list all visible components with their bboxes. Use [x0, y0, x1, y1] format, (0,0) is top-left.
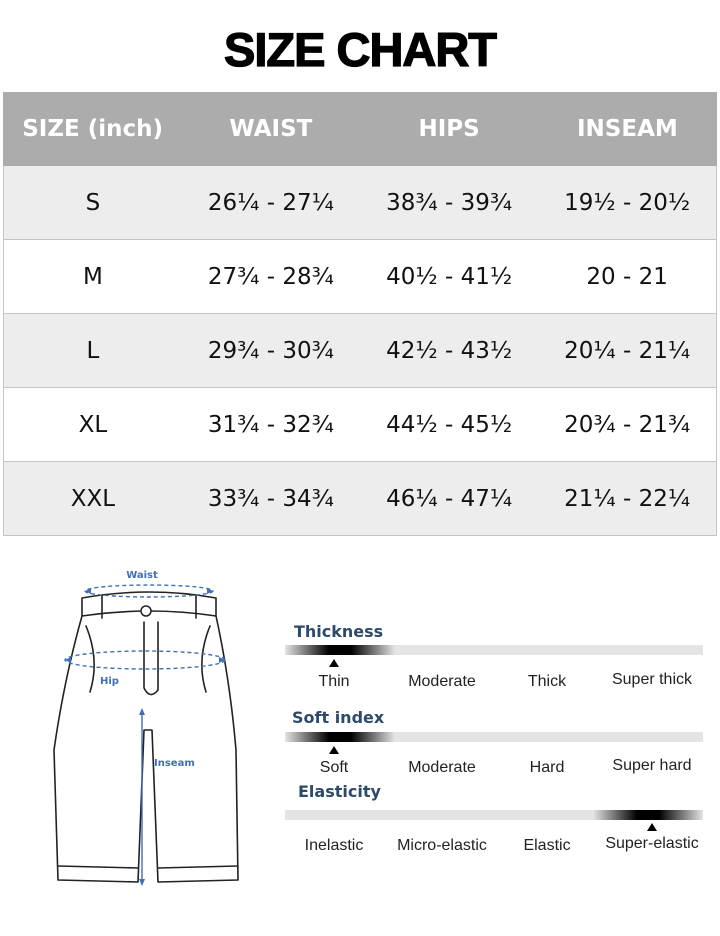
cell-waist: 33¾ - 34¾ — [181, 461, 360, 536]
page-title: SIZE CHART — [223, 22, 497, 76]
cell-waist: 31¾ - 32¾ — [181, 387, 360, 462]
inseam-label: Inseam — [154, 758, 195, 769]
elasticity-title: Elasticity — [298, 782, 381, 801]
header-waist: WAIST — [181, 92, 361, 166]
waist-label: Waist — [126, 570, 158, 581]
thickness-indicator — [285, 645, 395, 655]
shorts-diagram: Waist Hip Inseam — [40, 560, 250, 890]
cell-waist: 27¾ - 28¾ — [181, 239, 360, 314]
size-table: SIZE (inch) WAIST HIPS INSEAM S 26¼ - 27… — [2, 92, 718, 536]
elasticity-pointer-icon — [647, 823, 657, 831]
thickness-option: Thin — [318, 673, 350, 690]
cell-inseam: 21¼ - 22¼ — [538, 461, 718, 536]
elasticity-option: Super-elastic — [605, 835, 699, 852]
thickness-scale — [285, 645, 703, 655]
shorts-illustration: Waist Hip Inseam — [53, 570, 239, 886]
cell-hips: 46¼ - 47¼ — [360, 461, 539, 536]
cell-hips: 40½ - 41½ — [360, 239, 539, 314]
soft-index-option: Moderate — [408, 759, 476, 776]
elasticity-scale — [285, 810, 703, 820]
header-size: SIZE (inch) — [2, 92, 183, 166]
cell-inseam: 19½ - 20½ — [538, 165, 718, 240]
soft-index-indicator — [285, 732, 395, 742]
thickness-title: Thickness — [294, 622, 384, 641]
thickness-pointer-icon — [329, 659, 339, 667]
cell-inseam: 20¼ - 21¼ — [538, 313, 718, 388]
thickness-option: Moderate — [408, 673, 476, 690]
soft-index-title: Soft index — [292, 708, 385, 727]
thickness-option: Thick — [527, 673, 567, 690]
button-icon — [140, 605, 152, 617]
cell-size: XXL — [2, 461, 182, 536]
cell-inseam: 20 - 21 — [538, 239, 718, 314]
thickness-option: Super thick — [611, 671, 693, 688]
cell-waist: 26¼ - 27¼ — [181, 165, 360, 240]
soft-index-scale — [285, 732, 703, 742]
table-row: XXL 33¾ - 34¾ 46¼ - 47¼ 21¼ - 22¼ — [2, 461, 718, 536]
cell-waist: 29¾ - 30¾ — [181, 313, 360, 388]
soft-index-option: Soft — [319, 759, 349, 776]
elasticity-option: Elastic — [523, 837, 571, 854]
elasticity-option: Inelastic — [304, 837, 364, 854]
fabric-properties: Thickness Thin Moderate Thick Super thic… — [280, 612, 710, 892]
elasticity-indicator — [593, 810, 703, 820]
soft-index-option: Super hard — [612, 757, 692, 774]
soft-index-option: Hard — [529, 759, 565, 776]
cell-size: XL — [2, 387, 182, 462]
hip-label: Hip — [100, 676, 119, 687]
table-row: S 26¼ - 27¼ 38¾ - 39¾ 19½ - 20½ — [2, 165, 718, 240]
cell-size: M — [2, 239, 182, 314]
elasticity-option: Micro-elastic — [397, 837, 487, 854]
cell-hips: 38¾ - 39¾ — [360, 165, 539, 240]
cell-hips: 42½ - 43½ — [360, 313, 539, 388]
cell-size: S — [2, 165, 182, 240]
cell-hips: 44½ - 45½ — [360, 387, 539, 462]
header-hips: HIPS — [359, 92, 539, 166]
soft-index-pointer-icon — [329, 746, 339, 754]
table-row: M 27¾ - 28¾ 40½ - 41½ 20 - 21 — [2, 239, 718, 314]
cell-inseam: 20¾ - 21¾ — [538, 387, 718, 462]
table-row: XL 31¾ - 32¾ 44½ - 45½ 20¾ - 21¾ — [2, 387, 718, 462]
table-header-row: SIZE (inch) WAIST HIPS INSEAM — [2, 92, 718, 166]
header-inseam: INSEAM — [537, 92, 718, 166]
table-row: L 29¾ - 30¾ 42½ - 43½ 20¼ - 21¼ — [2, 313, 718, 388]
cell-size: L — [2, 313, 182, 388]
